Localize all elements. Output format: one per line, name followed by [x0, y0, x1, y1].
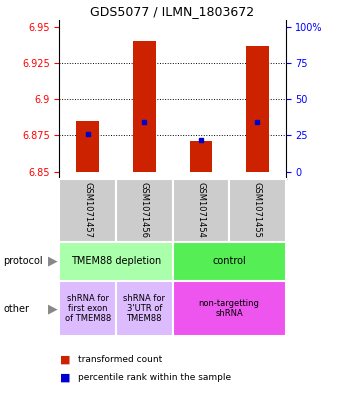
Text: shRNA for
3'UTR of
TMEM88: shRNA for 3'UTR of TMEM88: [123, 294, 165, 323]
Text: GSM1071454: GSM1071454: [196, 182, 205, 238]
Bar: [59, 281, 116, 336]
Bar: [76, 121, 99, 172]
Bar: [116, 281, 173, 336]
Bar: [116, 179, 173, 242]
Bar: [173, 281, 286, 336]
Text: protocol: protocol: [3, 256, 43, 266]
Text: percentile rank within the sample: percentile rank within the sample: [78, 373, 231, 382]
Text: TMEM88 depletion: TMEM88 depletion: [71, 256, 161, 266]
Text: shRNA for
first exon
of TMEM88: shRNA for first exon of TMEM88: [65, 294, 111, 323]
Bar: [133, 41, 156, 172]
Text: GSM1071455: GSM1071455: [253, 182, 262, 238]
Bar: [173, 179, 229, 242]
Text: ■: ■: [59, 354, 70, 365]
Bar: [246, 46, 269, 172]
Bar: [189, 141, 212, 172]
Bar: [229, 179, 286, 242]
Text: control: control: [212, 256, 246, 266]
Title: GDS5077 / ILMN_1803672: GDS5077 / ILMN_1803672: [90, 6, 255, 18]
Text: GSM1071456: GSM1071456: [140, 182, 149, 238]
Text: GSM1071457: GSM1071457: [83, 182, 92, 238]
Bar: [59, 179, 116, 242]
Bar: [59, 242, 173, 281]
Text: ▶: ▶: [48, 302, 57, 315]
Bar: [173, 242, 286, 281]
Text: ▶: ▶: [48, 255, 57, 268]
Text: ■: ■: [59, 372, 70, 382]
Text: other: other: [3, 303, 29, 314]
Text: transformed count: transformed count: [78, 355, 163, 364]
Text: non-targetting
shRNA: non-targetting shRNA: [199, 299, 259, 318]
